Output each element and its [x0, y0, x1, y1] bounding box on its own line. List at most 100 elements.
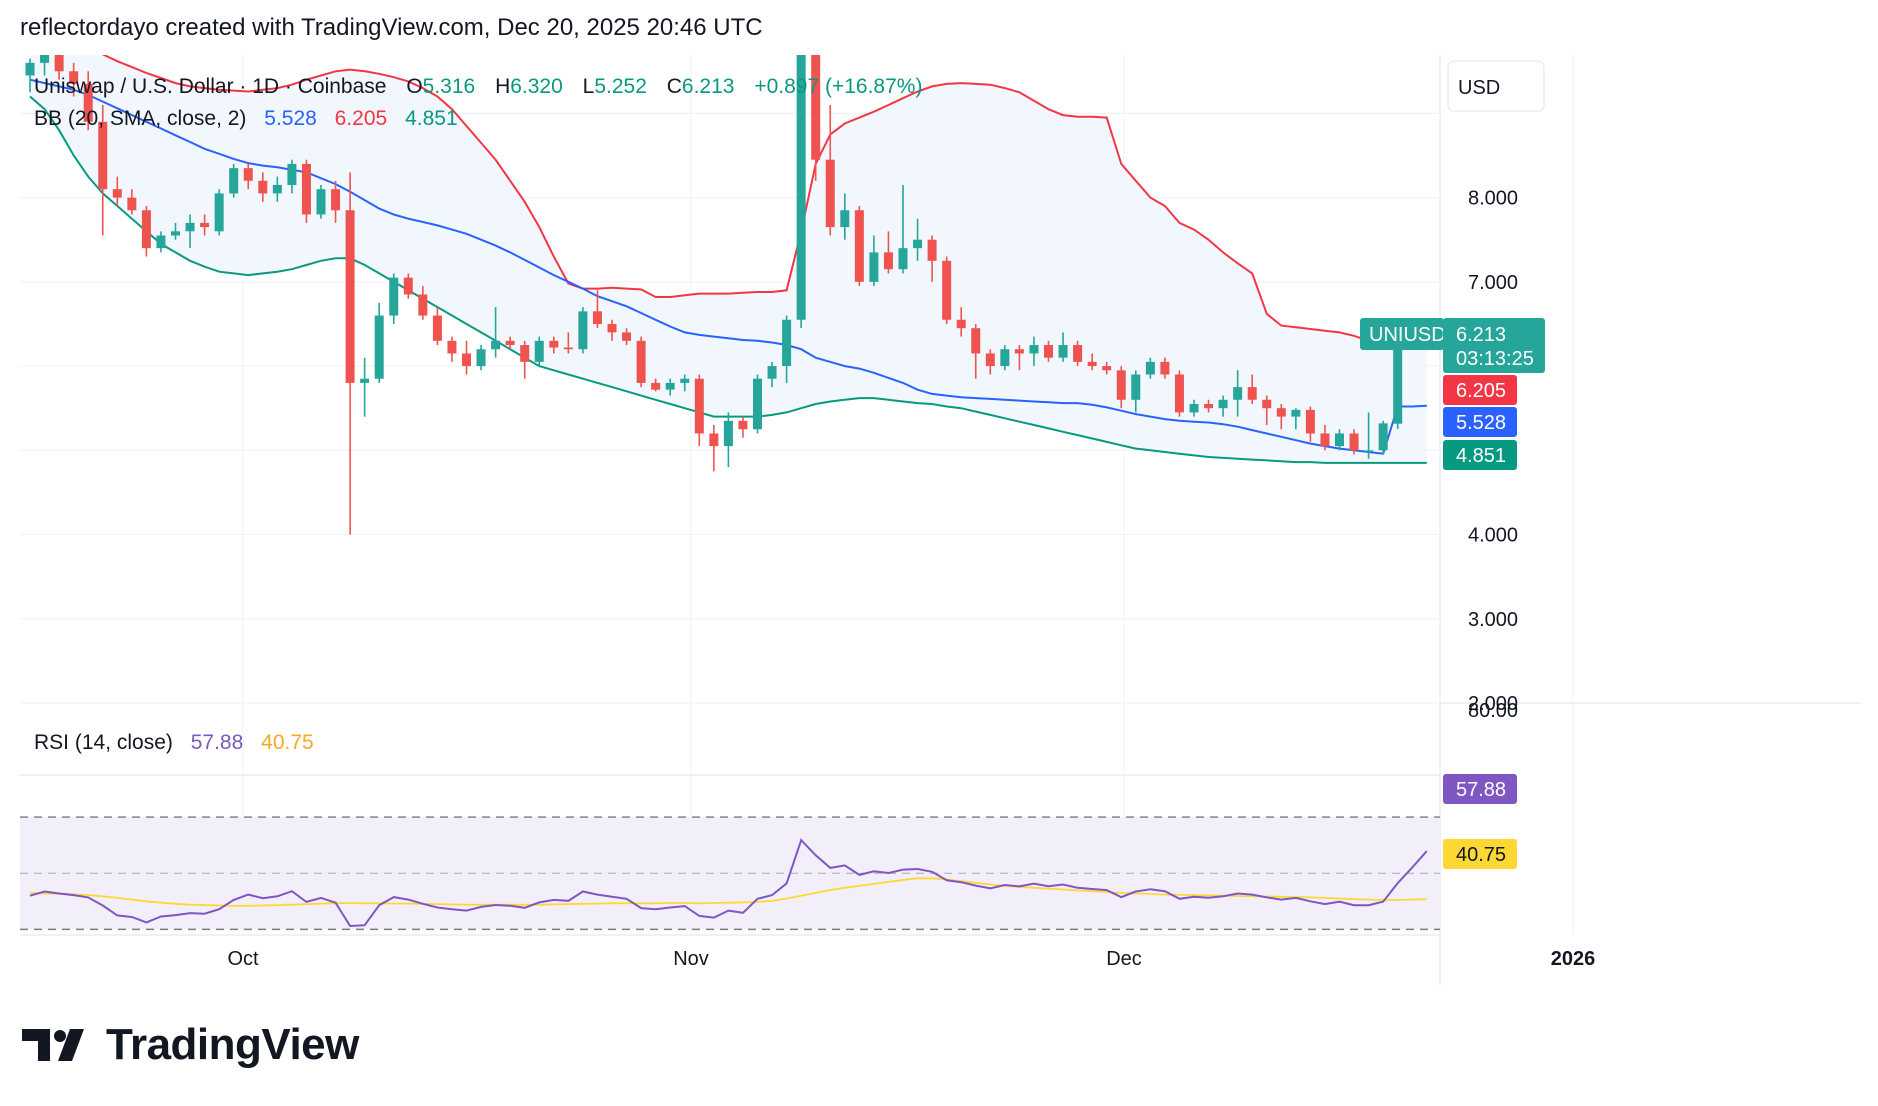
candle [1160, 357, 1170, 379]
candle [1276, 403, 1286, 430]
candle [389, 273, 399, 324]
candle [40, 55, 50, 76]
candle-body [1000, 349, 1010, 367]
legend-open-value: 5.316 [423, 75, 476, 98]
candle-body [1262, 399, 1272, 409]
candle-body [1335, 433, 1344, 447]
candle [374, 302, 384, 383]
attribution-text: reflectordayo created with TradingView.c… [20, 14, 763, 41]
candle-body [301, 163, 311, 215]
candle-body [927, 239, 937, 261]
candle-body [1087, 361, 1097, 367]
candle-body [825, 159, 835, 228]
candle-body [1291, 409, 1301, 417]
candle [83, 71, 93, 131]
candle-body [1233, 387, 1243, 400]
candle [971, 323, 981, 379]
chart-frame[interactable]: Uniswap / U.S. Dollar · 1D · Coinbase O5… [20, 55, 1860, 985]
candle [840, 193, 850, 240]
candle [1145, 357, 1155, 379]
price-tick-label: 3.000 [1468, 609, 1518, 631]
currency-button[interactable] [1447, 60, 1545, 112]
candle [578, 307, 588, 354]
brand-name: TradingView [106, 1020, 359, 1069]
main-legend: Uniswap / U.S. Dollar · 1D · Coinbase O5… [34, 75, 922, 754]
candle-body [200, 222, 210, 228]
rsi-legend-ma: 40.75 [261, 731, 314, 754]
candle-body [1174, 374, 1184, 413]
candle-body [723, 420, 733, 447]
candle-body [854, 210, 864, 282]
candle [563, 332, 573, 354]
bb-legend-lower: 4.851 [405, 107, 458, 130]
candle [694, 374, 704, 447]
candle-body [127, 197, 137, 211]
candle-body [69, 71, 79, 84]
candle [1014, 345, 1024, 371]
currency-label: USD [1458, 77, 1500, 99]
time-axis[interactable]: Oct Nov Dec 2026 [227, 948, 1595, 970]
candle [883, 231, 893, 274]
candle-body [1102, 366, 1112, 371]
candlestick-series [25, 55, 1403, 535]
candle [622, 328, 632, 346]
candle [665, 378, 675, 396]
candle [185, 214, 195, 249]
candle [476, 345, 486, 371]
svg-text:BB (20, SMA, close, 2) 5: BB (20, SMA, close, 2) 5.528 6.205 4.851 [34, 107, 458, 130]
price-tick-label: 2.000 [1468, 693, 1518, 715]
candle-body [869, 252, 879, 282]
candle-body [54, 55, 64, 72]
bb-upper-line [101, 55, 1427, 350]
candle [447, 336, 457, 362]
candle [680, 374, 690, 392]
time-label-nov: Nov [673, 948, 709, 970]
candle-body [258, 180, 268, 194]
candle [491, 307, 501, 358]
candle-body [389, 277, 399, 316]
svg-text:RSI (14, close) 57.88: RSI (14, close) 57.88 40.75 [34, 731, 314, 754]
candle [1189, 399, 1199, 417]
tradingview-logo[interactable]: TradingView [22, 1020, 359, 1070]
candle [592, 290, 602, 329]
legend-symbol: Uniswap / U.S. Dollar · 1D · Coinbase [34, 75, 386, 98]
candle [1102, 361, 1112, 375]
candle [1058, 332, 1068, 362]
candle [723, 412, 733, 468]
candle-body [1349, 433, 1359, 451]
symbol-badge-text: UNIUSD [1369, 324, 1446, 346]
candle [258, 172, 268, 202]
candle [1305, 406, 1315, 442]
candle [432, 307, 442, 346]
candle-body [1014, 349, 1024, 354]
time-label-dec: Dec [1106, 948, 1142, 970]
candle [25, 58, 35, 93]
candle-body [25, 62, 35, 76]
candle [229, 163, 239, 198]
candle-body [40, 55, 50, 63]
price-axis[interactable]: USD 8.000 7.000 4.000 3.000 2.000 80.00 [1447, 60, 1545, 722]
candle-body [83, 83, 93, 122]
candle-body [840, 210, 850, 228]
candle [520, 340, 530, 379]
candle-body [1320, 433, 1330, 447]
legend-close-value: 6.213 [682, 75, 735, 98]
price-tick-label: 4.000 [1468, 525, 1518, 547]
price-badges: UNIUSD 6.213 03:13:25 6.205 5.528 4.851 … [1360, 318, 1545, 869]
candle-body [913, 239, 923, 249]
candle-body [243, 168, 253, 181]
candle-body [1276, 408, 1286, 417]
chart-canvas[interactable]: Uniswap / U.S. Dollar · 1D · Coinbase O5… [20, 55, 1860, 985]
candle [1247, 374, 1257, 404]
candle-body [185, 222, 195, 232]
candle-body [578, 311, 588, 350]
candle-body [1204, 403, 1214, 409]
candle-body [476, 349, 486, 367]
candle-body [360, 378, 370, 383]
candle [418, 286, 428, 320]
candle [156, 231, 166, 253]
candle-body [98, 121, 108, 190]
candle [1349, 429, 1359, 455]
legend-change: +0.897 (+16.87%) [754, 75, 922, 98]
candle [942, 256, 952, 324]
